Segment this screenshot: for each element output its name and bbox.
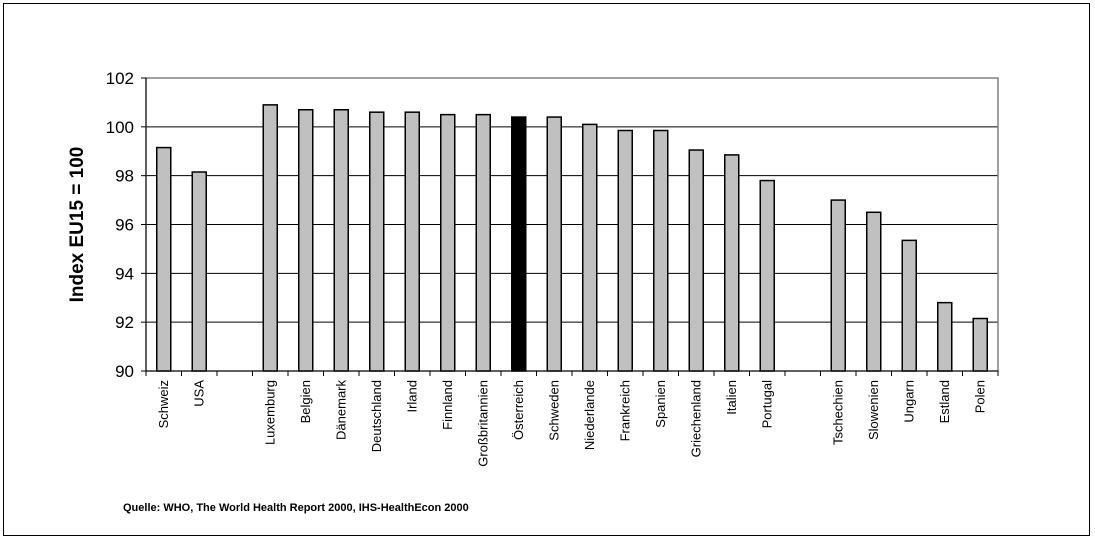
- x-tick-label: Dänemark: [333, 380, 348, 440]
- x-tick-label: Großbritannien: [475, 380, 490, 467]
- x-tick-label: Spanien: [653, 380, 668, 428]
- y-tick-label: 92: [115, 313, 134, 332]
- x-tick-label: Schweiz: [156, 380, 171, 428]
- x-tick-label: Portugal: [759, 380, 774, 429]
- x-tick-label: Irland: [404, 380, 419, 413]
- x-tick-label: Griechenland: [688, 380, 703, 457]
- bar-estland: [937, 301, 953, 372]
- bar-schweden: [546, 116, 562, 372]
- bar-großbritannien: [475, 113, 491, 372]
- y-tick-label: 96: [115, 216, 134, 235]
- bar-ungarn: [901, 239, 917, 372]
- bar-belgien: [298, 108, 314, 372]
- x-tick-label: Deutschland: [369, 380, 384, 452]
- bar-griechenland: [688, 149, 704, 372]
- x-tick-label: Finnland: [440, 380, 455, 430]
- bar-portugal: [759, 179, 775, 372]
- x-tick-label: Niederlande: [582, 380, 597, 450]
- bar-schweiz: [156, 146, 172, 372]
- bar-deutschland: [369, 111, 385, 372]
- y-axis-title: Index EU15 = 100: [67, 147, 88, 303]
- bar-spanien: [653, 129, 669, 372]
- x-tick-label: Estland: [937, 380, 952, 423]
- bar-italien: [724, 154, 740, 372]
- bar-polen: [972, 317, 988, 372]
- y-tick-label: 100: [106, 118, 134, 137]
- bar-österreich: [511, 116, 527, 372]
- bar-luxemburg: [262, 104, 278, 372]
- bar-niederlande: [582, 123, 598, 372]
- x-tick-label: Schweden: [546, 380, 561, 441]
- chart-frame: 90 92 94 96 98 100 102 Schweiz USA Luxemburg Belgi…: [3, 3, 1090, 536]
- bar-irland: [404, 111, 420, 372]
- bar-tschechien: [830, 199, 846, 372]
- source-note: Quelle: WHO, The World Health Report 200…: [123, 502, 469, 514]
- x-tick-label: Frankreich: [617, 380, 632, 441]
- bar-slowenien: [866, 211, 882, 372]
- x-tick-label: Polen: [972, 380, 987, 413]
- bar-chart: 90 92 94 96 98 100 102 Schweiz USA Luxemburg Belgi…: [67, 69, 999, 467]
- bar-usa: [191, 171, 207, 372]
- bar-dänemark: [333, 108, 349, 372]
- x-tick-label: Belgien: [298, 380, 313, 423]
- x-tick-label: Tschechien: [830, 380, 845, 445]
- y-tick-label: 98: [115, 167, 134, 186]
- x-tick-label: Ungarn: [901, 380, 916, 423]
- y-tick-label: 102: [106, 69, 134, 88]
- y-tick-label: 94: [115, 264, 134, 283]
- x-tick-label: Luxemburg: [262, 380, 277, 445]
- x-tick-label: Slowenien: [866, 380, 881, 440]
- x-tick-label: Österreich: [511, 380, 526, 440]
- x-tick-label: USA: [191, 380, 206, 407]
- y-tick-label: 90: [115, 362, 134, 381]
- bar-finnland: [440, 113, 456, 372]
- x-tick-label: Italien: [724, 380, 739, 415]
- bar-frankreich: [617, 129, 633, 372]
